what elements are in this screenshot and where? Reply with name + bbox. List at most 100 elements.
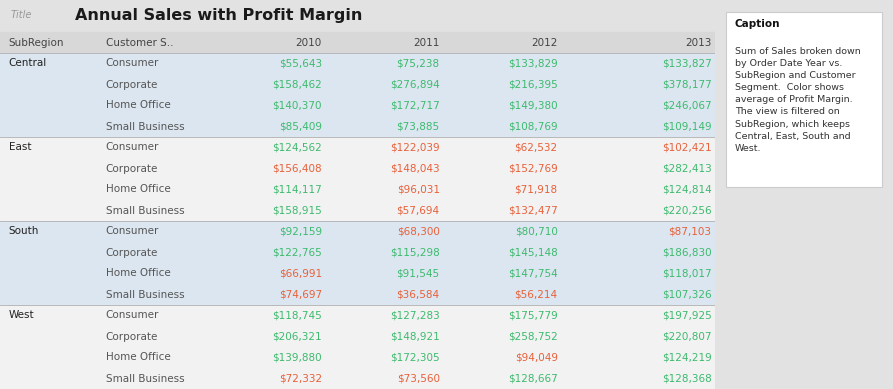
Text: $55,643: $55,643 (279, 58, 321, 68)
Text: Corporate: Corporate (105, 247, 158, 258)
Text: $85,409: $85,409 (279, 121, 321, 131)
Text: $94,049: $94,049 (514, 352, 558, 363)
Text: South: South (9, 226, 39, 237)
Text: East: East (9, 142, 31, 152)
Text: $220,807: $220,807 (662, 331, 712, 342)
Bar (0, 221, 715, 242)
Text: $156,408: $156,408 (272, 163, 321, 173)
Text: $118,745: $118,745 (272, 310, 321, 321)
Text: Home Office: Home Office (105, 352, 171, 363)
Text: $124,219: $124,219 (662, 352, 712, 363)
Text: Consumer: Consumer (105, 310, 159, 321)
Text: Home Office: Home Office (105, 100, 171, 110)
Text: Small Business: Small Business (105, 205, 185, 216)
Text: $139,880: $139,880 (272, 352, 321, 363)
Text: Home Office: Home Office (105, 268, 171, 279)
Bar (0, 242, 715, 263)
Text: Small Business: Small Business (105, 373, 185, 384)
Text: $124,814: $124,814 (662, 184, 712, 194)
Text: Consumer: Consumer (105, 58, 159, 68)
Text: $140,370: $140,370 (272, 100, 321, 110)
Text: $109,149: $109,149 (662, 121, 712, 131)
Bar (0, 137, 715, 158)
Text: $128,368: $128,368 (662, 373, 712, 384)
Text: Small Business: Small Business (105, 289, 185, 300)
Bar (0, 95, 715, 116)
Text: $258,752: $258,752 (508, 331, 558, 342)
Text: 2013: 2013 (685, 37, 712, 47)
Text: $378,177: $378,177 (662, 79, 712, 89)
Text: $115,298: $115,298 (390, 247, 439, 258)
Bar (0, 347, 715, 368)
Text: $56,214: $56,214 (514, 289, 558, 300)
Text: $276,894: $276,894 (390, 79, 439, 89)
Text: $73,885: $73,885 (396, 121, 439, 131)
Text: $175,779: $175,779 (508, 310, 558, 321)
Text: $148,043: $148,043 (390, 163, 439, 173)
Bar (0, 179, 715, 200)
Text: $72,332: $72,332 (279, 373, 321, 384)
Text: $118,017: $118,017 (662, 268, 712, 279)
Text: $108,769: $108,769 (508, 121, 558, 131)
Text: $92,159: $92,159 (279, 226, 321, 237)
Text: $282,413: $282,413 (662, 163, 712, 173)
Text: $66,991: $66,991 (279, 268, 321, 279)
Text: $122,039: $122,039 (390, 142, 439, 152)
Text: $216,395: $216,395 (508, 79, 558, 89)
Text: Corporate: Corporate (105, 163, 158, 173)
Text: $87,103: $87,103 (669, 226, 712, 237)
Text: Consumer: Consumer (105, 142, 159, 152)
Text: $158,915: $158,915 (272, 205, 321, 216)
Text: $147,754: $147,754 (508, 268, 558, 279)
Text: $186,830: $186,830 (662, 247, 712, 258)
Text: $172,305: $172,305 (390, 352, 439, 363)
Bar (0, 116, 715, 137)
Text: $74,697: $74,697 (279, 289, 321, 300)
Text: $122,765: $122,765 (272, 247, 321, 258)
Text: $102,421: $102,421 (662, 142, 712, 152)
Text: $128,667: $128,667 (508, 373, 558, 384)
Bar (0, 284, 715, 305)
Text: Small Business: Small Business (105, 121, 185, 131)
Text: 2012: 2012 (531, 37, 558, 47)
Text: $73,560: $73,560 (396, 373, 439, 384)
Text: 2010: 2010 (296, 37, 321, 47)
Text: $71,918: $71,918 (514, 184, 558, 194)
Text: $220,256: $220,256 (662, 205, 712, 216)
Bar (0, 53, 715, 74)
Text: $96,031: $96,031 (396, 184, 439, 194)
Text: 2011: 2011 (413, 37, 439, 47)
Text: $132,477: $132,477 (508, 205, 558, 216)
Text: $149,380: $149,380 (508, 100, 558, 110)
Text: $75,238: $75,238 (396, 58, 439, 68)
Bar (0, 32, 715, 53)
Text: $127,283: $127,283 (390, 310, 439, 321)
Bar (0, 368, 715, 389)
Bar (0, 158, 715, 179)
Bar (0, 305, 715, 326)
Text: SubRegion: SubRegion (9, 37, 64, 47)
Text: $133,829: $133,829 (508, 58, 558, 68)
Text: $62,532: $62,532 (514, 142, 558, 152)
Text: Central: Central (9, 58, 46, 68)
Text: $107,326: $107,326 (662, 289, 712, 300)
Bar (0, 200, 715, 221)
Text: Title: Title (11, 11, 32, 20)
Text: Consumer: Consumer (105, 226, 159, 237)
Bar (0, 74, 715, 95)
Text: $133,827: $133,827 (662, 58, 712, 68)
FancyBboxPatch shape (726, 12, 882, 187)
Text: Corporate: Corporate (105, 331, 158, 342)
Text: $197,925: $197,925 (662, 310, 712, 321)
Text: $158,462: $158,462 (272, 79, 321, 89)
Text: $57,694: $57,694 (396, 205, 439, 216)
Text: Annual Sales with Profit Margin: Annual Sales with Profit Margin (75, 8, 363, 23)
Text: $246,067: $246,067 (662, 100, 712, 110)
Text: West: West (9, 310, 34, 321)
Bar (0, 326, 715, 347)
Text: $206,321: $206,321 (272, 331, 321, 342)
Text: Corporate: Corporate (105, 79, 158, 89)
Text: $80,710: $80,710 (515, 226, 558, 237)
Bar (0, 263, 715, 284)
Text: $148,921: $148,921 (390, 331, 439, 342)
